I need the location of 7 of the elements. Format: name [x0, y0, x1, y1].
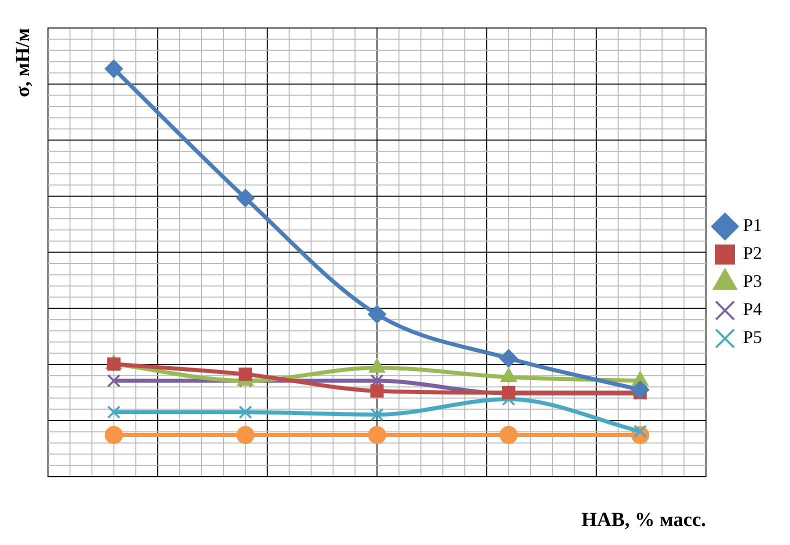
x-axis-title: НАВ, % масс.	[581, 509, 706, 532]
legend-label: P1	[742, 215, 762, 236]
legend-label: P3	[742, 271, 762, 292]
legend-label: P2	[742, 243, 762, 264]
legend-label: P5	[742, 327, 762, 348]
legend-label: P4	[742, 299, 762, 320]
y-axis-title: σ, мН/м	[12, 28, 34, 98]
